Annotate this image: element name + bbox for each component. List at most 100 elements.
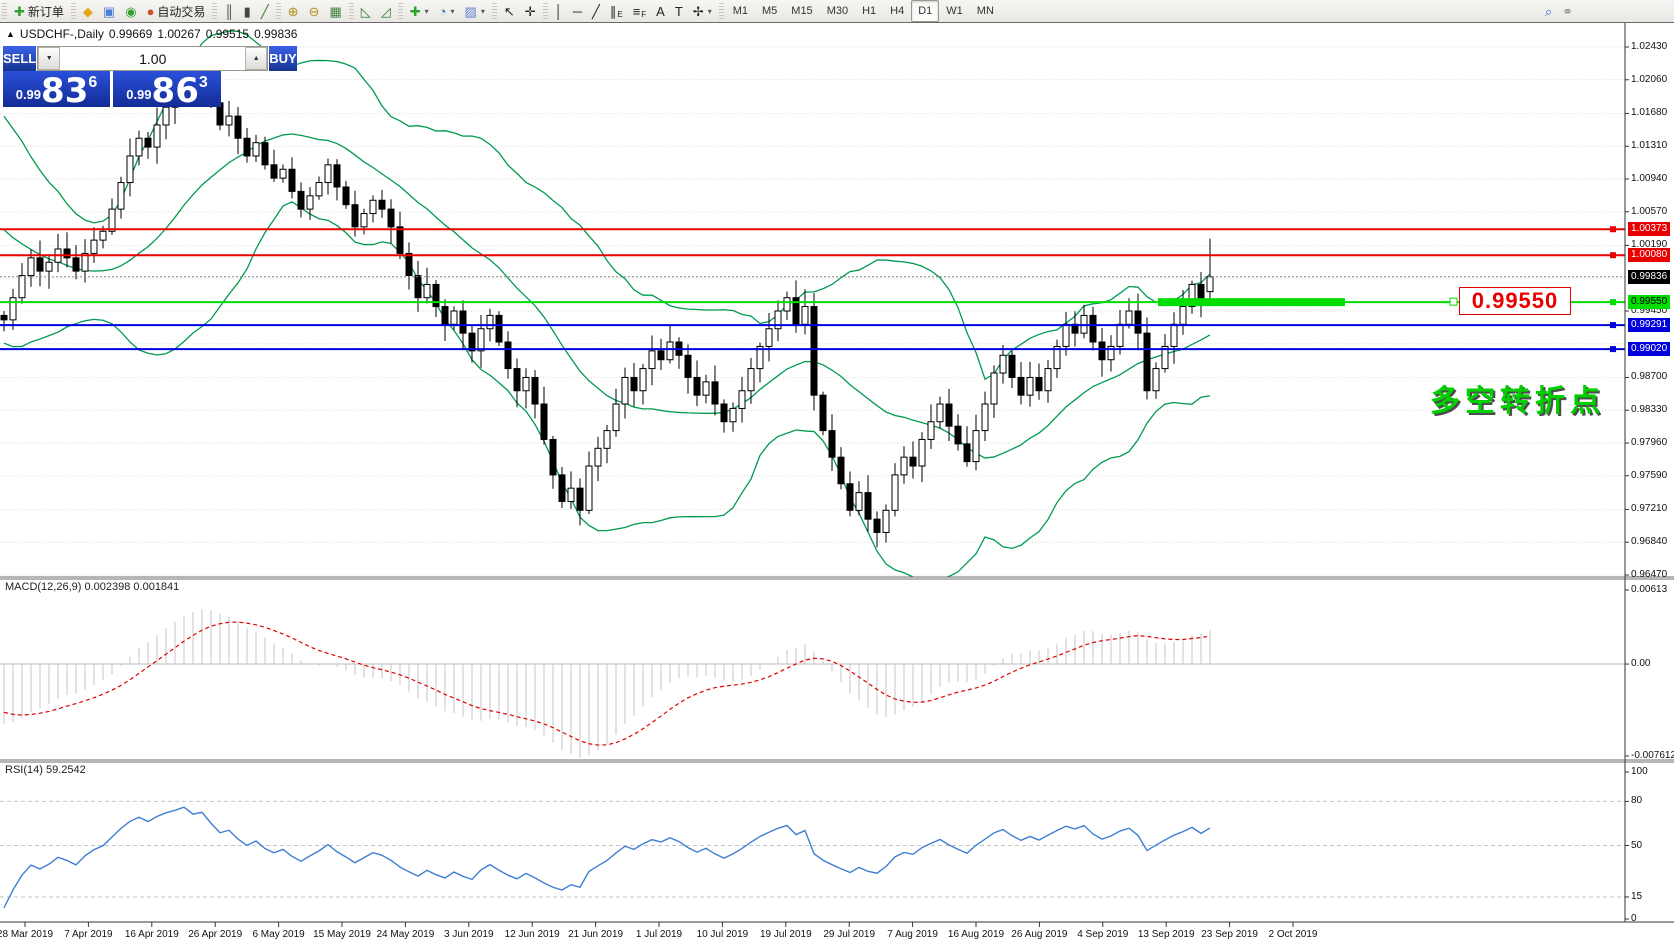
buy-button[interactable]: BUY bbox=[268, 46, 297, 71]
rsi-indicator-label: RSI(14) 59.2542 bbox=[5, 764, 86, 776]
crosshair-button[interactable]: ✛ bbox=[520, 0, 541, 22]
line-handle[interactable] bbox=[1610, 299, 1616, 306]
volume-input[interactable] bbox=[60, 47, 246, 70]
price-tick-label: 0.98330 bbox=[1631, 404, 1668, 416]
line-handle[interactable] bbox=[1610, 226, 1616, 233]
rsi-line bbox=[3, 806, 1211, 909]
tile-windows-button[interactable]: ▦ bbox=[324, 0, 346, 22]
date-label: 29 Jul 2019 bbox=[823, 929, 876, 940]
candle-bull bbox=[99, 230, 107, 241]
line-handle[interactable] bbox=[1449, 297, 1458, 306]
sell-price-prefix: 0.99 bbox=[15, 87, 42, 102]
timeframe-m15[interactable]: M15 bbox=[791, 5, 813, 17]
candlestick-chart-button[interactable]: ▮ bbox=[239, 0, 256, 22]
text-button[interactable]: A bbox=[651, 0, 670, 22]
timeframe-m30[interactable]: M30 bbox=[826, 5, 849, 17]
templates-dropdown[interactable]: ▨ ▾ bbox=[460, 0, 490, 22]
candle-bear bbox=[1008, 354, 1016, 378]
candle-bull bbox=[999, 354, 1007, 374]
trendline-button[interactable]: ╱ bbox=[587, 0, 605, 22]
candle-bear bbox=[261, 142, 269, 166]
timeframe-w1[interactable]: W1 bbox=[946, 5, 963, 17]
chat-button[interactable]: ⚭ bbox=[1557, 0, 1578, 22]
volume-decrease-button[interactable]: ▼ bbox=[38, 47, 61, 70]
candle-bull bbox=[648, 350, 656, 370]
indicator-window-icon: ◺ bbox=[360, 3, 371, 19]
timeframe-d1[interactable]: D1 bbox=[911, 0, 940, 22]
objects-window-button[interactable]: ◿ bbox=[376, 0, 396, 22]
arrows-dropdown[interactable]: ✢ ▾ bbox=[688, 0, 717, 22]
trend-segment-object[interactable] bbox=[1158, 298, 1345, 307]
horizontal-line-button[interactable]: ─ bbox=[568, 0, 587, 22]
candle-bear bbox=[288, 168, 296, 192]
line-chart-button[interactable]: ╱ bbox=[256, 0, 274, 22]
candle-bear bbox=[0, 314, 8, 321]
level-price-label[interactable]: 0.99550 bbox=[1459, 287, 1571, 315]
sell-button[interactable]: SELL bbox=[3, 46, 38, 71]
candlestick-series bbox=[0, 62, 1214, 548]
toolbar-grip bbox=[348, 3, 354, 19]
zoom-out-button[interactable]: ⊖ bbox=[304, 0, 325, 22]
candle-bull bbox=[108, 208, 116, 232]
rsi-tick-label: 80 bbox=[1631, 795, 1643, 807]
candle-bull bbox=[1188, 283, 1196, 308]
charts-button[interactable]: ◆ bbox=[78, 0, 98, 22]
timeframe-mn[interactable]: MN bbox=[976, 5, 994, 17]
candle-bear bbox=[72, 257, 80, 272]
buy-price-button[interactable]: 0.99 86 3 bbox=[113, 71, 221, 108]
zoom-in-button[interactable]: ⊕ bbox=[283, 0, 304, 22]
candle-bear bbox=[441, 306, 449, 325]
equidistant-channel-button[interactable]: ∥ E bbox=[605, 0, 628, 22]
bar-chart-button[interactable]: ║ bbox=[219, 0, 238, 22]
terminal-button[interactable]: ▣ bbox=[98, 0, 120, 22]
candle-bull bbox=[225, 115, 233, 126]
collapse-panel-icon[interactable]: ▲ bbox=[6, 29, 15, 39]
add-indicator-dropdown[interactable]: ✚ ▾ bbox=[405, 0, 434, 22]
date-label: 21 Jun 2019 bbox=[568, 929, 624, 940]
sell-price-pip: 6 bbox=[88, 74, 98, 91]
indicator-window-button[interactable]: ◺ bbox=[356, 0, 376, 22]
tile-windows-icon: ▦ bbox=[329, 3, 342, 19]
search-button[interactable]: ⌕ bbox=[1540, 0, 1557, 22]
candle-bull bbox=[90, 239, 98, 254]
timeframe-h4[interactable]: H4 bbox=[890, 5, 905, 17]
candle-bull bbox=[117, 182, 125, 210]
fibonacci-button[interactable]: ≡ F bbox=[628, 0, 651, 22]
timeframe-h1[interactable]: H1 bbox=[862, 5, 877, 17]
cursor-button[interactable]: ↖ bbox=[499, 0, 520, 22]
bollinger-upper bbox=[3, 30, 1211, 381]
candle-bear bbox=[1134, 310, 1142, 334]
price-tick-label: 0.97210 bbox=[1631, 503, 1668, 515]
candle-bear bbox=[711, 381, 719, 405]
timeframe-m1[interactable]: M1 bbox=[732, 5, 748, 17]
candle-bull bbox=[990, 372, 998, 405]
line-handle[interactable] bbox=[1610, 252, 1616, 259]
price-tick-label: 1.02060 bbox=[1631, 73, 1668, 85]
sell-price-button[interactable]: 0.99 83 6 bbox=[3, 71, 110, 108]
line-handle[interactable] bbox=[1610, 346, 1616, 353]
line-handle[interactable] bbox=[1610, 322, 1616, 329]
volume-increase-button[interactable]: ▲ bbox=[245, 47, 268, 70]
candle-bull bbox=[567, 487, 575, 502]
date-label: 26 Aug 2019 bbox=[1011, 929, 1068, 940]
candle-bull bbox=[162, 106, 170, 126]
periods-dropdown[interactable]: ◔ ▾ bbox=[434, 0, 460, 22]
new-order-button[interactable]: ✚ 新订单 bbox=[9, 0, 69, 22]
vertical-line-button[interactable]: │ bbox=[550, 0, 568, 22]
toolbar-grip bbox=[212, 3, 218, 19]
search-icon: ⌕ bbox=[1544, 3, 1553, 19]
bollinger-middle bbox=[3, 133, 1211, 459]
candle-bull bbox=[783, 297, 791, 312]
annotation-text[interactable]: 多空转折点 bbox=[1430, 385, 1605, 418]
timeframe-m5[interactable]: M5 bbox=[762, 5, 778, 17]
text-label-button[interactable]: T bbox=[670, 0, 688, 22]
candle-bear bbox=[828, 430, 836, 458]
candle-bull bbox=[324, 164, 332, 184]
candle-bear bbox=[396, 226, 404, 254]
candle-bear bbox=[540, 403, 548, 440]
signals-button[interactable]: ◉ bbox=[120, 0, 141, 22]
candle-bear bbox=[513, 368, 521, 392]
autotrading-button[interactable]: ● 自动交易 bbox=[142, 0, 211, 22]
